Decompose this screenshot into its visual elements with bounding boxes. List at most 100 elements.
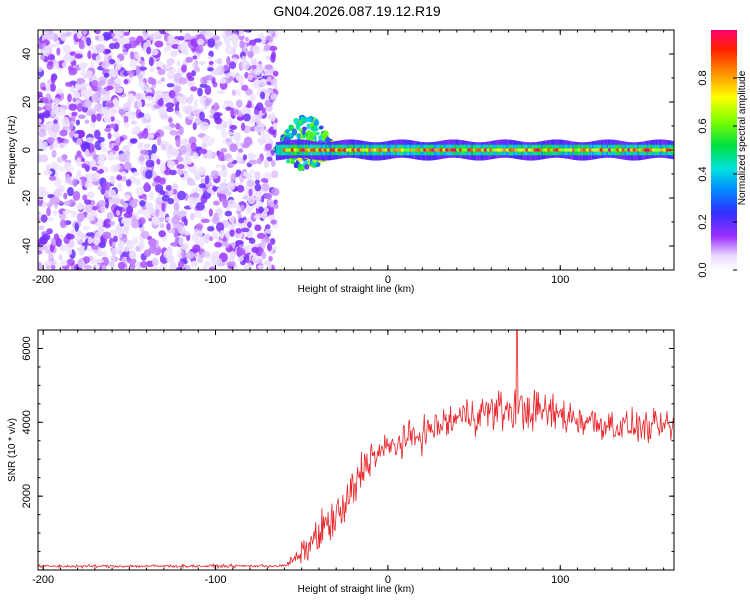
- spectrogram-xtick-label: 100: [551, 274, 569, 286]
- spectrogram-burst-cell: [325, 137, 331, 143]
- spectrogram-noise-cell: [252, 45, 261, 55]
- spectrogram-noise-cell: [265, 224, 271, 230]
- spectrogram-noise-cell: [264, 228, 273, 234]
- spectrogram-noise-cell: [140, 84, 150, 92]
- spectrogram-noise-cell: [150, 152, 157, 162]
- spectrogram-noise-cell: [192, 169, 198, 176]
- spectrogram-noise-cell: [199, 111, 205, 121]
- spectrogram-noise-cell: [40, 46, 49, 56]
- spectrogram-noise-cell: [234, 240, 244, 245]
- spectrogram-noise-cell: [161, 202, 166, 212]
- spectrogram-noise-cell: [230, 173, 237, 182]
- spectrogram-noise-cell: [254, 183, 262, 192]
- spectrogram-burst-cell: [286, 133, 293, 137]
- spectrogram-noise-cell: [57, 156, 63, 163]
- spectrogram-noise-cell: [50, 264, 56, 270]
- spectrogram-noise-cell: [165, 184, 172, 192]
- spectrogram-noise-cell: [123, 31, 130, 36]
- spectrogram-noise-cell: [139, 260, 149, 268]
- spectrogram-noise-cell: [159, 111, 168, 120]
- spectrogram-noise-cell: [76, 212, 86, 222]
- spectrogram-noise-cell: [134, 92, 142, 100]
- spectrogram-noise-cell: [227, 199, 237, 208]
- spectrogram-noise-cell: [192, 122, 197, 131]
- spectrogram-noise-cell: [91, 236, 101, 245]
- spectrogram-noise-cell: [237, 255, 244, 262]
- spectrogram-noise-cell: [237, 148, 244, 153]
- spectrogram-noise-cell: [250, 93, 257, 101]
- spectrogram-noise-cell: [193, 210, 202, 218]
- spectrogram-noise-cell: [149, 48, 159, 56]
- spectrogram-noise-cell: [160, 143, 167, 151]
- spectrogram-ytick-label: -40: [21, 238, 33, 254]
- spectrogram-noise-cell: [265, 151, 272, 157]
- spectrogram-noise-cell: [68, 67, 78, 76]
- snr-xtick-label: -200: [32, 574, 54, 586]
- spectrogram-noise-cell: [241, 84, 249, 92]
- spectrogram-noise-cell: [243, 136, 253, 146]
- spectrogram-noise-cell: [101, 250, 108, 257]
- spectrogram-noise-cell: [91, 166, 98, 171]
- colorbar-axes: 0.0 0.2 0.4 0.6 0.8: [697, 70, 737, 278]
- spectrogram-noise-cell: [270, 111, 276, 122]
- spectrogram-noise-cell: [165, 216, 172, 222]
- spectrogram-noise-cell: [55, 187, 63, 198]
- spectrogram-noise-cell: [195, 223, 204, 231]
- spectrogram-noise-cell: [108, 58, 116, 65]
- spectrogram-noise-cell: [231, 37, 238, 42]
- spectrogram-noise-cell: [140, 60, 145, 67]
- spectrogram-noise-cell: [46, 125, 52, 131]
- spectrogram-noise-cell: [83, 225, 90, 232]
- spectrogram-noise-cell: [240, 204, 245, 211]
- spectrogram-noise-cell: [51, 149, 57, 158]
- spectrogram-noise-cell: [179, 145, 187, 155]
- spectrogram-noise-cell: [204, 139, 214, 147]
- spectrogram-noise-cell: [40, 214, 48, 223]
- spectrogram-noise-cell: [200, 218, 210, 223]
- spectrogram-noise-cell: [174, 237, 179, 245]
- spectrogram-noise-cell: [59, 219, 67, 229]
- spectrogram-noise-cell: [102, 93, 111, 102]
- spectrogram-noise-cell: [85, 100, 93, 107]
- spectrogram-noise-cell: [62, 61, 67, 69]
- spectrogram-noise-cell: [261, 210, 268, 220]
- spectrogram-noise-cell: [162, 94, 168, 103]
- spectrogram-noise-cell: [254, 196, 262, 201]
- spectrogram-noise-cell: [39, 154, 49, 163]
- spectrogram-noise-cell: [123, 161, 132, 171]
- spectrogram-noise-cell: [130, 262, 136, 270]
- spectrogram-noise-cell: [254, 224, 262, 232]
- spectrogram-noise-cell: [255, 79, 261, 89]
- spectrogram-noise-cell: [96, 113, 102, 122]
- spectrogram-noise-cell: [171, 150, 177, 155]
- spectrogram-noise-cell: [134, 52, 141, 60]
- spectrogram-noise-cell: [185, 56, 193, 63]
- spectrogram-noise-cell: [231, 89, 237, 96]
- spectrogram-noise-cell: [204, 30, 213, 39]
- spectrogram-noise-cell: [258, 137, 264, 145]
- spectrogram-noise-cell: [245, 254, 250, 264]
- spectrogram-noise-cell: [38, 129, 47, 138]
- spectrogram-noise-cell: [81, 82, 90, 87]
- spectrogram-noise-cell: [266, 156, 273, 162]
- spectrogram-noise-cell: [204, 175, 210, 185]
- spectrogram-noise-cell: [115, 224, 123, 234]
- spectrogram-noise-cell: [110, 247, 120, 256]
- spectrogram-noise-cell: [166, 83, 175, 88]
- spectrogram-noise-cell: [168, 117, 173, 124]
- spectrogram-noise-cell: [82, 194, 88, 201]
- spectrogram-noise-cell: [128, 36, 137, 41]
- spectrogram-noise-cell: [46, 137, 56, 144]
- spectrogram-noise-cell: [213, 200, 220, 206]
- spectrogram-noise-cell: [38, 249, 43, 255]
- spectrogram-noise-cell: [112, 197, 121, 205]
- spectrogram-noise-cell: [155, 208, 160, 218]
- spectrogram-noise-cell: [246, 230, 253, 238]
- spectrogram-noise-cell: [143, 42, 148, 52]
- spectrogram-noise-cell: [237, 247, 246, 256]
- spectrogram-noise-cell: [59, 143, 65, 149]
- spectrogram-burst-cell: [304, 163, 310, 170]
- colorbar-gradient: [711, 30, 737, 270]
- spectrogram-noise-cell: [253, 125, 261, 133]
